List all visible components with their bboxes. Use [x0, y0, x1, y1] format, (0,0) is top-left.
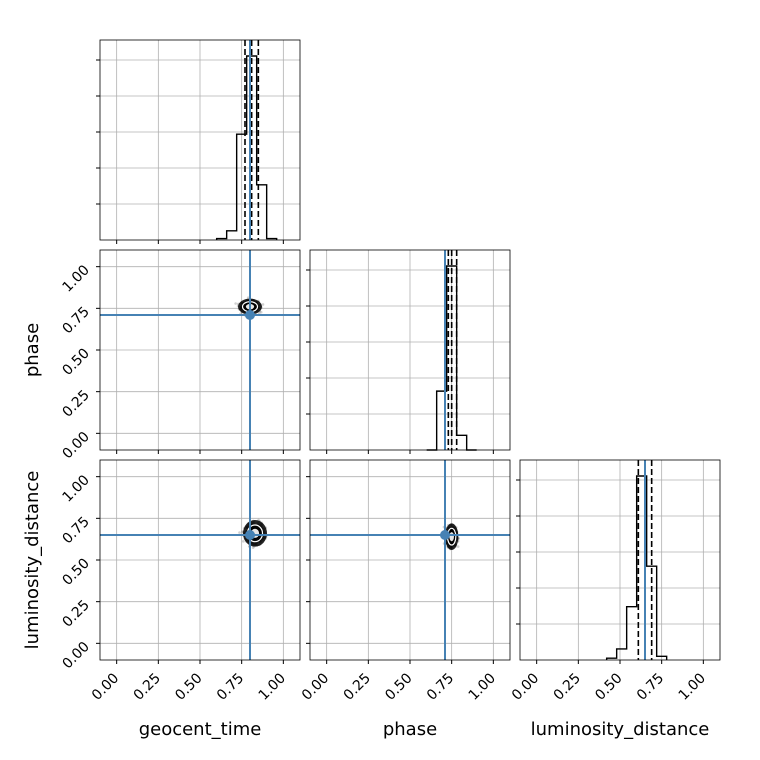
y-tick-label: 0.75 — [59, 304, 92, 337]
sample-point — [261, 303, 265, 306]
truth-point — [245, 530, 255, 540]
x-axis-label-geocent_time: geocent_time — [139, 719, 262, 740]
x-tick-label: 0.25 — [341, 670, 374, 703]
x-tick-label: 1.00 — [256, 670, 289, 703]
x-axis-label-luminosity_distance: luminosity_distance — [531, 719, 710, 740]
x-tick-label: 0.50 — [172, 670, 205, 703]
panel-frame — [309, 249, 511, 451]
sample-point — [456, 545, 460, 548]
sample-point — [238, 531, 241, 534]
x-axis-label-phase: phase — [383, 719, 437, 740]
panel — [96, 39, 301, 244]
x-tick-label: 0.50 — [382, 670, 415, 703]
x-tick-label: 0.75 — [214, 670, 247, 703]
y-tick-label: 0.50 — [59, 556, 92, 589]
panel-frame — [99, 39, 301, 241]
panel: 0.00 0.25 0.50 0.75 1.00 — [59, 249, 301, 462]
x-tick-label: 0.50 — [592, 670, 625, 703]
panel-frame — [309, 459, 511, 661]
x-tick-label: 0.25 — [131, 670, 164, 703]
y-axis-label-luminosity_distance: luminosity_distance — [22, 471, 43, 650]
truth-point — [245, 310, 255, 320]
y-tick-label: 0.25 — [59, 387, 92, 420]
y-tick-label: 0.75 — [59, 514, 92, 547]
truth-point — [440, 530, 450, 540]
sample-point — [246, 296, 250, 299]
y-tick-label: 0.50 — [59, 346, 92, 379]
x-tick-label: 0.75 — [424, 670, 457, 703]
x-tick-label: 0.00 — [89, 670, 122, 703]
panel: 0.00 0.25 0.50 0.75 1.000.000.250.500.751.00 — [59, 459, 301, 704]
x-tick-label: 0.75 — [634, 670, 667, 703]
histogram-step — [426, 265, 477, 451]
sample-point — [242, 540, 245, 543]
x-tick-label: 0.00 — [299, 670, 332, 703]
panels: 0.00 0.25 0.50 0.75 1.000.000.250.500.751.00… — [59, 39, 721, 704]
axis-labels: geocent_time phase luminosity_distancephas… — [22, 323, 709, 740]
histogram-step — [605, 475, 668, 660]
y-tick-label: 1.00 — [59, 472, 92, 505]
y-tick-label: 0.25 — [59, 597, 92, 630]
sample-point — [251, 546, 255, 550]
panel — [306, 249, 511, 454]
x-tick-label: 1.00 — [676, 670, 709, 703]
panel-frame — [99, 249, 301, 451]
y-tick-label: 0.00 — [59, 429, 92, 462]
y-tick-label: 0.00 — [59, 639, 92, 672]
sample-point — [259, 310, 263, 314]
panel-frame — [99, 459, 301, 661]
x-tick-label: 0.00 — [509, 670, 542, 703]
x-tick-label: 1.00 — [466, 670, 499, 703]
y-tick-label: 1.00 — [59, 262, 92, 295]
density-contour-inner — [449, 532, 454, 542]
histogram-step — [215, 55, 278, 240]
y-axis-label-phase: phase — [22, 323, 43, 377]
panel-frame — [519, 459, 721, 661]
x-tick-label: 0.25 — [551, 670, 584, 703]
sample-point — [234, 302, 237, 305]
